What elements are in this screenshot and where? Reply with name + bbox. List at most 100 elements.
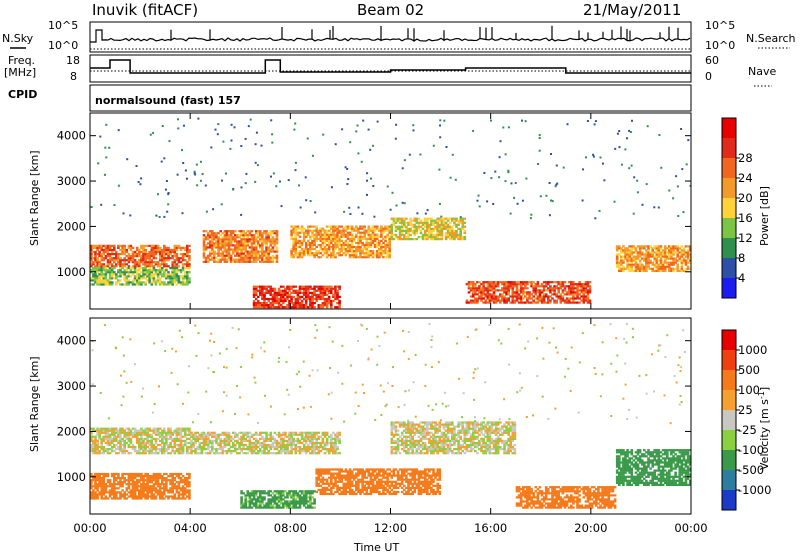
range-gate-cell xyxy=(488,283,492,286)
range-gate-cell xyxy=(234,433,237,436)
range-gate-cell xyxy=(515,291,519,294)
range-gate-cell xyxy=(284,287,287,290)
range-gate-cell xyxy=(135,269,139,272)
range-gate-cell xyxy=(223,246,227,249)
range-gate-cell xyxy=(415,227,419,230)
range-gate-cell xyxy=(327,287,331,290)
range-gate-cell xyxy=(476,297,479,300)
range-gate-cell xyxy=(471,293,475,296)
range-gate-cell xyxy=(104,485,108,488)
range-gate-cell xyxy=(622,265,625,268)
range-gate-cell xyxy=(645,269,648,272)
range-gate-cell xyxy=(436,221,439,224)
range-gate-cell xyxy=(403,225,406,228)
range-gate-cell xyxy=(302,233,306,236)
range-gate-cell xyxy=(144,259,147,262)
range-gate-cell xyxy=(259,441,262,445)
range-gate-cell xyxy=(115,452,118,455)
range-gate-cell xyxy=(244,258,247,261)
range-gate-cell xyxy=(177,477,181,480)
range-gate-cell xyxy=(336,243,339,247)
range-gate-cell xyxy=(363,231,366,234)
range-gate-cell xyxy=(175,433,179,436)
range-gate-cell xyxy=(148,448,151,451)
range-gate-cell xyxy=(190,448,193,451)
range-gate-cell xyxy=(144,495,147,498)
range-gate-cell xyxy=(133,435,137,438)
range-gate-cell xyxy=(146,253,149,256)
range-gate-cell xyxy=(152,485,156,488)
range-gate-cell xyxy=(94,479,97,482)
range-gate-cell xyxy=(311,231,314,234)
range-gate-cell xyxy=(96,497,99,500)
range-gate-cell xyxy=(115,477,118,480)
range-gate-cell xyxy=(252,258,256,261)
range-gate-cell xyxy=(173,259,177,262)
range-gate-cell xyxy=(144,448,147,451)
range-gate-cell xyxy=(181,475,185,478)
range-gate-cell xyxy=(131,491,135,494)
range-gate-cell xyxy=(444,227,448,230)
range-gate-cell xyxy=(90,493,93,496)
range-gate-cell xyxy=(474,297,477,300)
range-gate-cell xyxy=(152,493,156,496)
range-gate-cell xyxy=(647,263,650,266)
range-gate-cell xyxy=(225,435,229,438)
range-gate-cell xyxy=(252,299,256,303)
range-gate-cell xyxy=(311,229,314,232)
range-gate-cell xyxy=(367,241,371,245)
range-gate-cell xyxy=(123,477,126,480)
range-gate-cell xyxy=(451,225,454,228)
range-gate-cell xyxy=(296,231,300,234)
range-gate-cell xyxy=(127,481,131,484)
power-ytick-label: 2000 xyxy=(57,219,86,233)
range-gate-cell xyxy=(263,299,266,303)
range-gate-cell xyxy=(104,450,108,453)
range-gate-cell xyxy=(624,251,627,254)
range-gate-cell xyxy=(476,299,479,302)
range-gate-cell xyxy=(163,283,166,286)
range-gate-cell xyxy=(94,441,97,445)
range-gate-cell xyxy=(92,441,95,445)
range-gate-cell xyxy=(380,250,383,253)
range-gate-cell xyxy=(630,265,634,268)
range-gate-cell xyxy=(156,269,160,272)
range-gate-cell xyxy=(90,450,93,453)
range-gate-cell xyxy=(634,257,638,260)
range-gate-cell xyxy=(186,244,189,247)
range-gate-cell xyxy=(117,435,120,438)
range-gate-cell xyxy=(461,227,465,230)
range-gate-cell xyxy=(117,261,120,264)
range-gate-cell xyxy=(630,245,634,248)
range-gate-cell xyxy=(275,448,279,451)
range-gate-cell xyxy=(657,255,661,258)
range-gate-cell xyxy=(261,236,264,239)
range-gate-cell xyxy=(121,248,124,252)
range-gate-cell xyxy=(90,257,93,260)
range-gate-cell xyxy=(119,248,122,252)
range-gate-cell xyxy=(659,259,663,262)
range-gate-cell xyxy=(275,236,279,239)
range-gate-cell xyxy=(188,263,191,266)
range-gate-cell xyxy=(102,483,106,486)
range-gate-cell xyxy=(165,448,168,451)
range-gate-cell xyxy=(620,247,623,250)
range-gate-cell xyxy=(246,433,250,436)
range-gate-cell xyxy=(407,221,410,224)
range-gate-cell xyxy=(689,184,691,187)
freq-line xyxy=(90,59,691,74)
range-gate-cell xyxy=(211,246,214,249)
range-gate-cell xyxy=(179,441,183,445)
range-gate-cell xyxy=(344,166,347,169)
range-gate-cell xyxy=(177,429,181,432)
range-gate-cell xyxy=(94,483,97,486)
range-gate-cell xyxy=(119,244,122,247)
range-gate-cell xyxy=(660,166,663,169)
range-gate-cell xyxy=(94,275,97,278)
range-gate-cell xyxy=(223,258,227,261)
range-gate-cell xyxy=(123,263,126,266)
range-gate-cell xyxy=(340,248,343,251)
range-gate-cell xyxy=(380,243,383,247)
range-gate-cell xyxy=(236,240,239,243)
range-gate-cell xyxy=(238,240,241,243)
